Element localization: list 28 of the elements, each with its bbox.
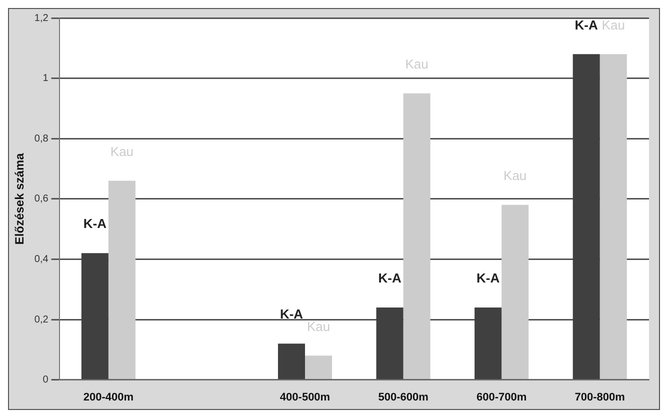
bar <box>278 344 306 380</box>
x-tick-label: 400-500m <box>280 391 330 404</box>
bar <box>474 307 502 380</box>
x-tick-label: 200-400m <box>83 391 134 404</box>
x-tick-label: 600-700m <box>476 391 527 404</box>
series-label: K-A <box>83 216 108 232</box>
bar <box>376 307 404 380</box>
y-tick-label: 0,8 <box>34 133 49 144</box>
y-tick-label: 1,2 <box>34 12 49 24</box>
y-tick-label: 0,4 <box>34 254 49 265</box>
y-tick-label: 0 <box>42 374 49 386</box>
text: K-A <box>574 17 598 32</box>
text: K-A <box>378 270 402 286</box>
bar <box>600 54 627 380</box>
x-tick-label: 500-600m <box>378 391 429 404</box>
bar <box>81 253 108 380</box>
bar <box>108 180 136 380</box>
text: K-A <box>476 270 500 286</box>
text: K-A <box>280 306 304 322</box>
y-axis-title: Előzések száma <box>12 152 27 245</box>
bar <box>305 356 332 380</box>
x-tick-label: 700-800m <box>574 391 626 404</box>
bar <box>502 204 529 380</box>
bar <box>572 54 600 380</box>
bar <box>403 93 430 380</box>
y-tick-label: 0,6 <box>34 194 49 205</box>
y-tick-label: 1 <box>42 73 49 84</box>
y-tick-label: 0,2 <box>34 314 49 326</box>
